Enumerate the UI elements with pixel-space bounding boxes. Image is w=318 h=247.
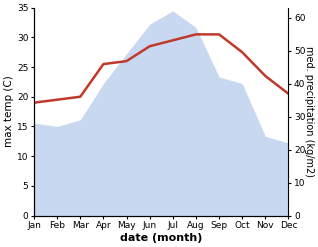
Y-axis label: max temp (C): max temp (C) xyxy=(4,76,14,147)
X-axis label: date (month): date (month) xyxy=(120,233,203,243)
Y-axis label: med. precipitation (kg/m2): med. precipitation (kg/m2) xyxy=(304,46,314,177)
